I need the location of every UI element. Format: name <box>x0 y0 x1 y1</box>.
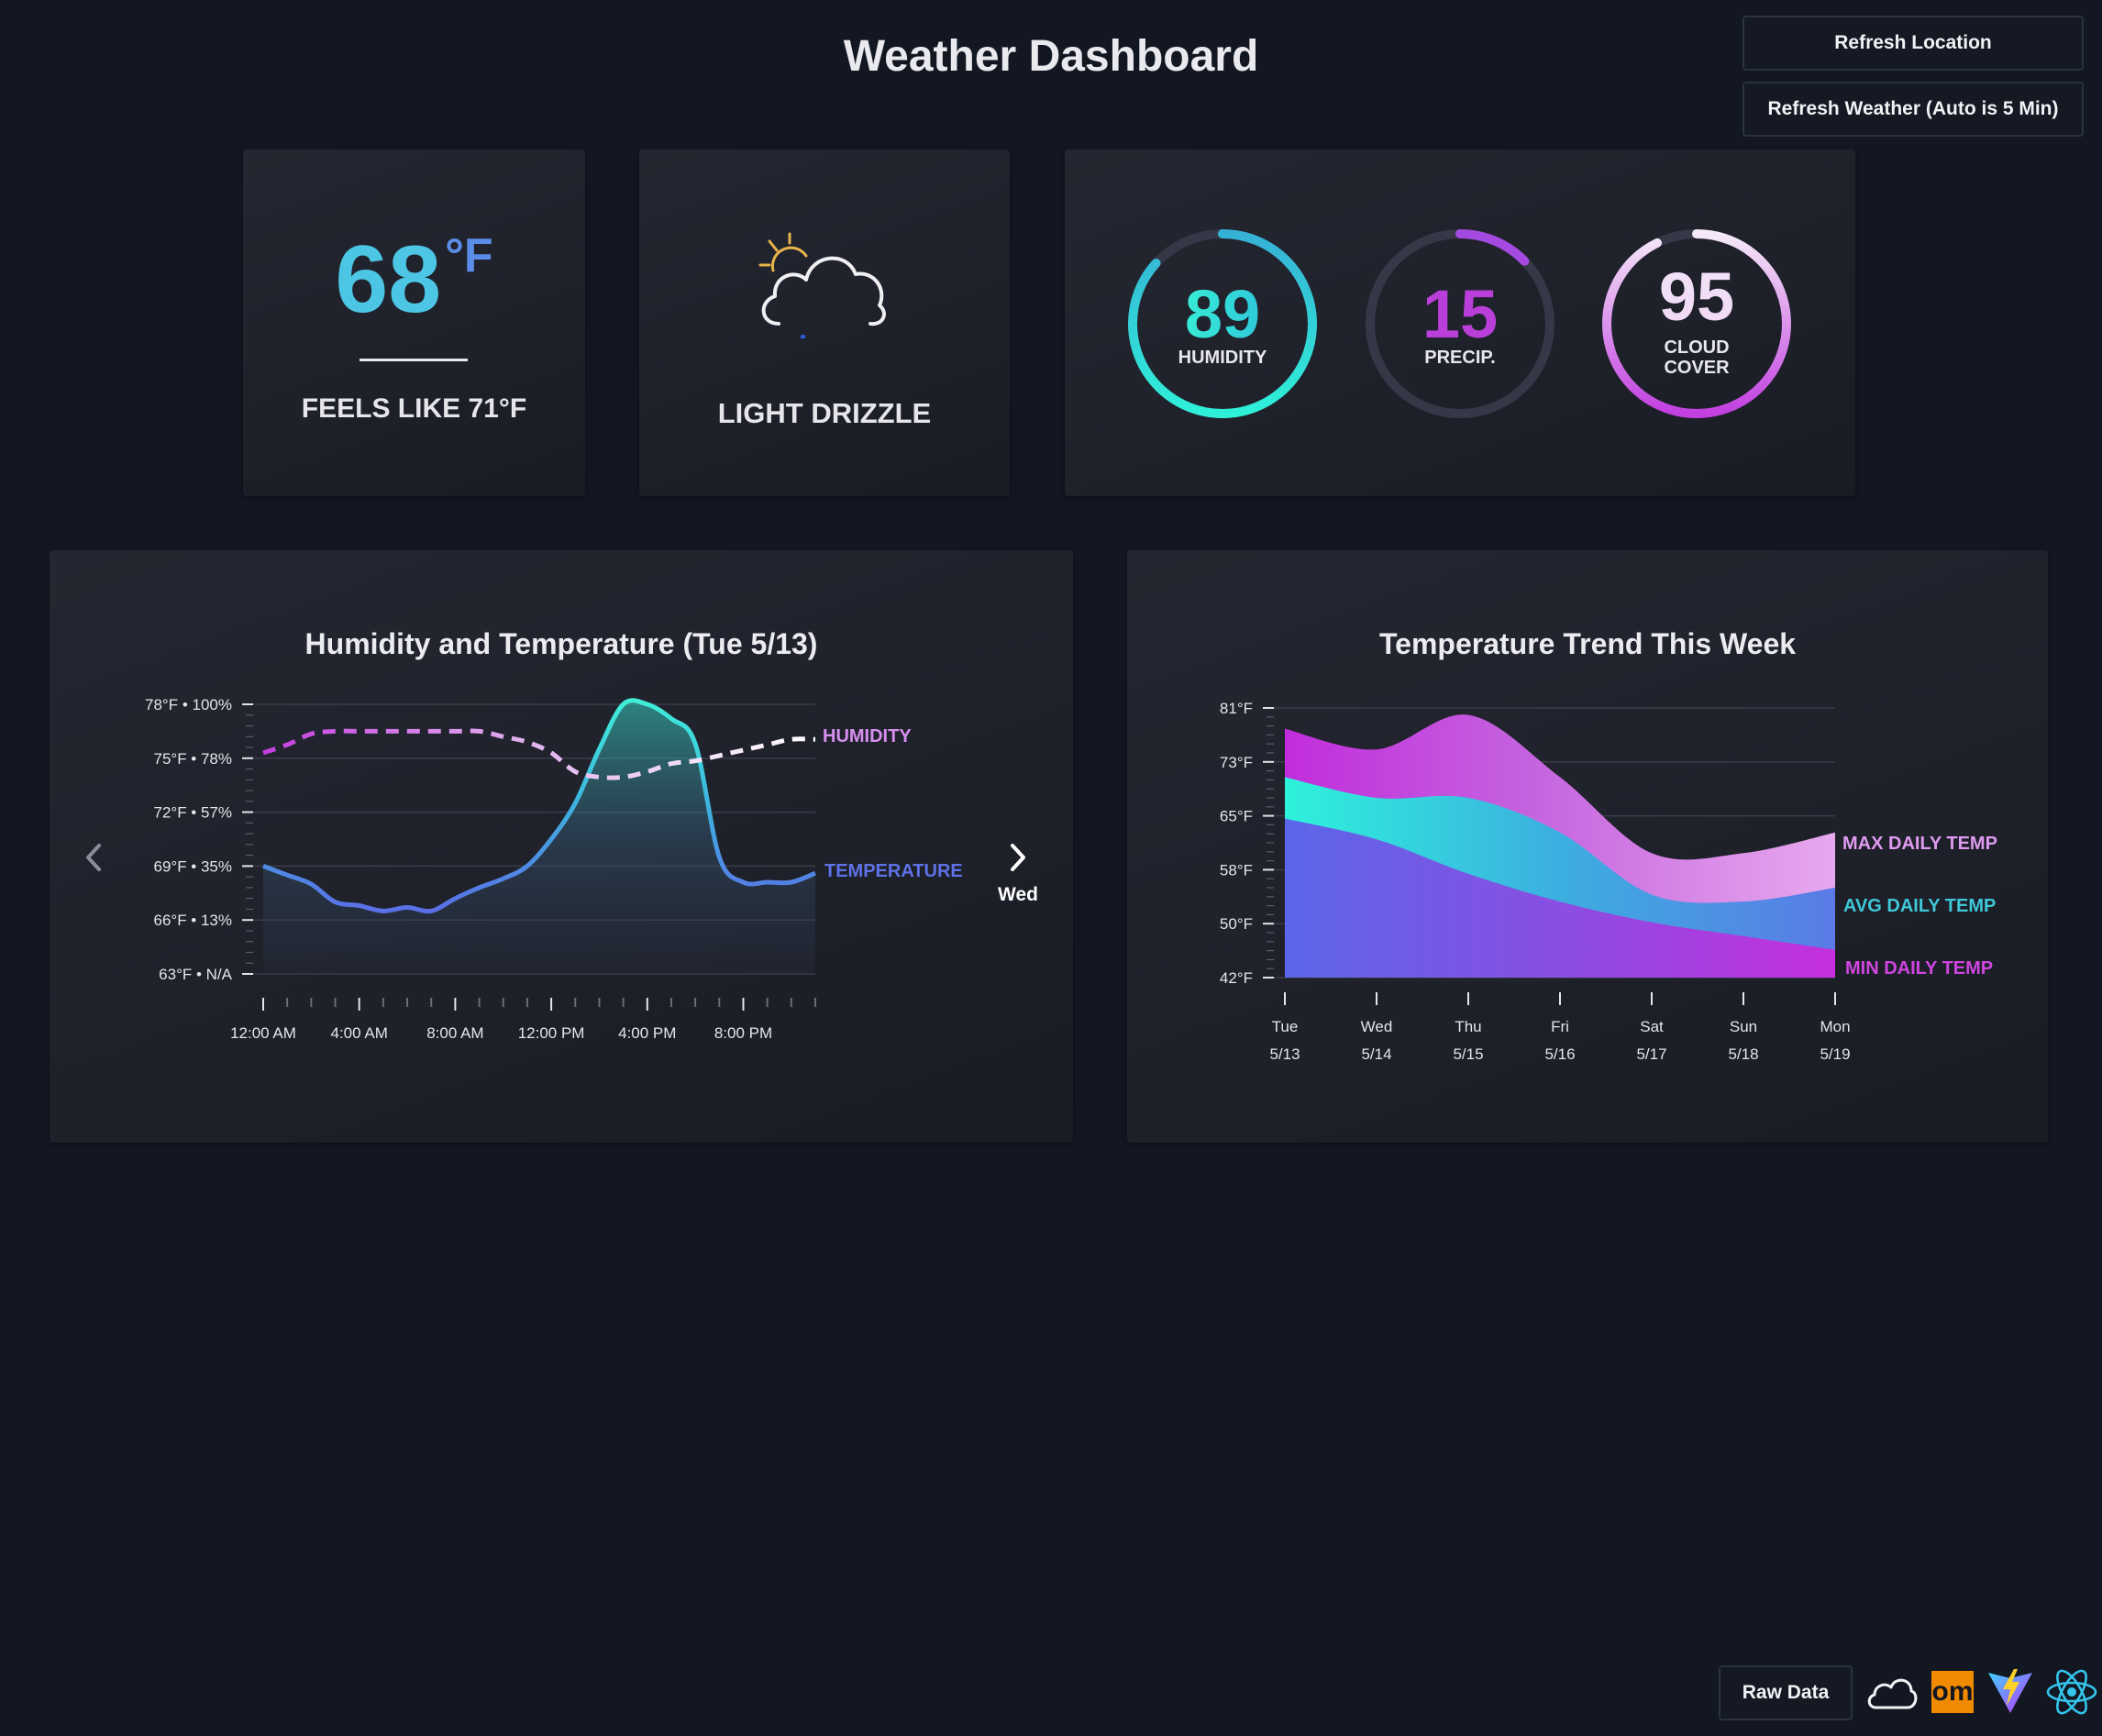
cloud-icon[interactable] <box>1865 1673 1919 1715</box>
x-tick-day: Sat <box>1640 1018 1664 1035</box>
y-tick-label: 65°F <box>1220 808 1253 825</box>
vite-logo-icon[interactable] <box>1986 1667 2034 1717</box>
condition-card: LIGHT DRIZZLE <box>639 149 1010 496</box>
refresh-location-button[interactable]: Refresh Location <box>1742 16 2084 71</box>
x-tick-day: Fri <box>1551 1018 1569 1035</box>
temperature-series-label: TEMPERATURE <box>824 861 963 881</box>
y-tick-label: 58°F <box>1220 861 1253 879</box>
x-tick-date: 5/19 <box>1820 1045 1850 1063</box>
humidity-gauge-value: 89 <box>1185 276 1260 352</box>
x-tick-date: 5/18 <box>1728 1045 1758 1063</box>
previous-day-button[interactable] <box>77 835 110 880</box>
gauges-card: 89 HUMIDITY 15 PRECIP. 95 CLOUD COVER <box>1065 149 1855 496</box>
x-tick-label: 12:00 AM <box>230 1024 296 1042</box>
x-tick-day: Wed <box>1361 1018 1393 1035</box>
precip-gauge-value: 15 <box>1422 276 1498 352</box>
temperature-line <box>262 698 816 914</box>
y-tick-label: 69°F • 35% <box>153 857 232 875</box>
x-tick-date: 5/16 <box>1544 1045 1575 1063</box>
om-logo-icon[interactable]: om <box>1931 1671 1974 1713</box>
x-tick-label: 4:00 PM <box>618 1024 676 1042</box>
x-tick-day: Sun <box>1730 1018 1757 1035</box>
min-daily-temp-area <box>1285 818 1835 978</box>
x-tick-date: 5/15 <box>1453 1045 1483 1063</box>
cloud-gauge-arc <box>1602 229 1791 418</box>
cloud-gauge-value: 95 <box>1659 259 1734 335</box>
avg-daily-temp-label: AVG DAILY TEMP <box>1843 896 1996 916</box>
next-day-label[interactable]: Wed <box>998 884 1038 905</box>
hourly-chart-card: Humidity and Temperature (Tue 5/13) Wed … <box>50 550 1073 1143</box>
hourly-chart-title: Humidity and Temperature (Tue 5/13) <box>304 627 818 660</box>
humidity-gauge-arc <box>1128 229 1317 418</box>
feels-like-label: FEELS LIKE 71°F <box>301 393 527 424</box>
condition-label: LIGHT DRIZZLE <box>717 397 932 429</box>
x-tick-date: 5/13 <box>1269 1045 1300 1063</box>
y-tick-label: 72°F • 57% <box>153 804 232 822</box>
temperature-area <box>263 700 815 974</box>
y-tick-label: 75°F • 78% <box>153 750 232 768</box>
weekly-chart-title: Temperature Trend This Week <box>1378 627 1797 660</box>
x-tick-date: 5/17 <box>1636 1045 1666 1063</box>
cloud-gauge-label-line1: CLOUD <box>1664 337 1729 358</box>
x-tick-label: 4:00 AM <box>331 1024 388 1042</box>
min-daily-temp-label: MIN DAILY TEMP <box>1845 958 1993 979</box>
temperature-value: 68 <box>335 227 442 333</box>
x-tick-date: 5/14 <box>1361 1045 1391 1063</box>
x-tick-label: 8:00 AM <box>426 1024 483 1042</box>
x-tick-label: 8:00 PM <box>714 1024 772 1042</box>
gauges: 89 HUMIDITY 15 PRECIP. 95 CLOUD COVER <box>1128 229 1791 418</box>
cloud-gauge-label-line2: COVER <box>1664 358 1730 378</box>
temperature-readout: 68°F <box>243 232 585 327</box>
cloud-drizzle-sun-icon <box>758 232 886 338</box>
precip-gauge-arc <box>1366 229 1554 418</box>
x-tick-label: 12:00 PM <box>518 1024 585 1042</box>
temperature-unit: °F <box>445 229 493 282</box>
raw-data-button[interactable]: Raw Data <box>1719 1665 1853 1720</box>
x-tick-day: Thu <box>1455 1018 1481 1035</box>
next-day-button[interactable] <box>1001 835 1034 880</box>
y-tick-label: 50°F <box>1220 915 1253 933</box>
page-title: Weather Dashboard <box>843 32 1259 81</box>
y-tick-label: 63°F • N/A <box>159 966 232 983</box>
precip-gauge-label: PRECIP. <box>1424 348 1495 368</box>
humidity-line <box>262 728 816 780</box>
y-tick-label: 78°F • 100% <box>145 696 232 713</box>
humidity-gauge-label: HUMIDITY <box>1178 348 1267 368</box>
hourly-chart: HUMIDITY TEMPERATURE 78°F • 100% 75°F • 7… <box>145 696 963 1042</box>
y-tick-label: 42°F <box>1220 969 1253 987</box>
weekly-chart: MAX DAILY TEMP AVG DAILY TEMP MIN DAILY … <box>1220 700 1997 1063</box>
react-logo-icon[interactable] <box>2045 1665 2098 1719</box>
divider <box>360 359 468 361</box>
max-daily-temp-label: MAX DAILY TEMP <box>1842 834 1997 854</box>
y-tick-label: 81°F <box>1220 700 1253 717</box>
x-tick-day: Tue <box>1272 1018 1299 1035</box>
y-tick-label: 73°F <box>1220 754 1253 771</box>
y-tick-label: 66°F • 13% <box>153 912 232 929</box>
x-tick-day: Mon <box>1820 1018 1850 1035</box>
refresh-weather-button[interactable]: Refresh Weather (Auto is 5 Min) <box>1742 82 2084 137</box>
weekly-chart-card: Temperature Trend This Week MAX DAILY TE… <box>1127 550 2048 1143</box>
temperature-card: 68°F FEELS LIKE 71°F <box>243 149 585 496</box>
humidity-series-label: HUMIDITY <box>823 726 912 746</box>
